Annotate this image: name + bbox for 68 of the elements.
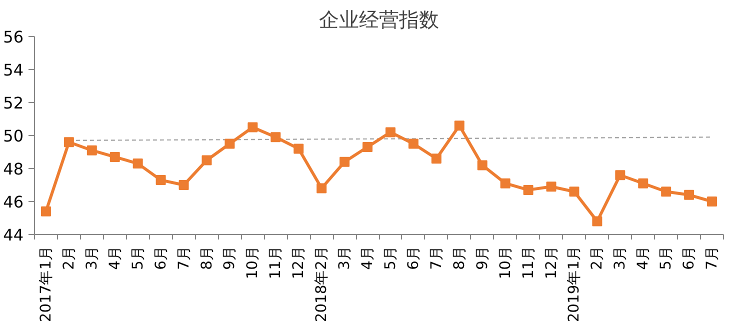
point bbox=[40, 206, 51, 216]
point bbox=[569, 186, 580, 197]
x-tick-label: 2018年2月 bbox=[313, 246, 330, 322]
point bbox=[638, 178, 648, 188]
x-tick-label: 6月 bbox=[404, 245, 422, 270]
point bbox=[294, 144, 304, 154]
x-tick-label: 5月 bbox=[129, 245, 146, 270]
x-tick-label: 2月 bbox=[588, 245, 606, 270]
x-tick-label: 9月 bbox=[221, 245, 238, 270]
x-tick-label: 5月 bbox=[382, 245, 399, 270]
point bbox=[546, 182, 556, 192]
y-tick-label: 46 bbox=[3, 192, 24, 212]
point bbox=[248, 122, 258, 132]
point bbox=[156, 175, 166, 186]
point bbox=[454, 120, 464, 131]
x-tick-label: 10月 bbox=[496, 245, 514, 280]
y-tick-label: 52 bbox=[3, 94, 24, 112]
y-tick-label: 44 bbox=[3, 226, 24, 244]
point bbox=[523, 184, 534, 195]
x-tick-label: 7月 bbox=[175, 245, 192, 270]
point bbox=[408, 138, 418, 149]
point bbox=[202, 155, 212, 166]
x-tick-label: 12月 bbox=[290, 245, 308, 280]
x-tick-label: 2017年1月 bbox=[37, 246, 54, 322]
chart-title: 企业经营指数 bbox=[319, 8, 439, 32]
point bbox=[431, 154, 442, 164]
x-tick-label: 6月 bbox=[680, 245, 698, 270]
point bbox=[707, 196, 718, 206]
point bbox=[385, 127, 396, 138]
point bbox=[64, 137, 74, 148]
x-tick-label: 12月 bbox=[542, 245, 560, 280]
x-tick-label: 11月 bbox=[267, 245, 284, 280]
point bbox=[362, 142, 373, 152]
point bbox=[270, 132, 281, 142]
x-tick-label: 2月 bbox=[60, 245, 78, 270]
point bbox=[340, 156, 350, 167]
y-tick-label: 48 bbox=[3, 160, 24, 178]
point bbox=[316, 183, 327, 194]
x-tick-label: 3月 bbox=[83, 245, 100, 270]
x-tick-label: 3月 bbox=[612, 245, 629, 270]
point bbox=[477, 160, 488, 170]
x-tick-label: 8月 bbox=[198, 245, 216, 270]
x-tick-label: 4月 bbox=[359, 245, 376, 270]
point bbox=[224, 138, 235, 149]
point bbox=[592, 216, 602, 226]
x-tick-label: 7月 bbox=[704, 245, 721, 270]
x-tick-label: 2019年1月 bbox=[566, 246, 583, 322]
x-tick-label: 7月 bbox=[428, 245, 445, 270]
x-tick-label: 11月 bbox=[520, 245, 537, 280]
y-tick-label: 54 bbox=[3, 60, 24, 80]
x-tick-label: 3月 bbox=[336, 245, 354, 270]
point bbox=[86, 145, 97, 156]
point bbox=[500, 178, 510, 188]
point bbox=[178, 180, 189, 190]
x-tick-label: 9月 bbox=[474, 245, 491, 270]
point bbox=[110, 152, 120, 162]
point bbox=[661, 186, 672, 197]
x-tick-label: 4月 bbox=[106, 245, 124, 270]
point bbox=[615, 170, 626, 180]
point bbox=[132, 158, 143, 169]
y-tick-label: 50 bbox=[3, 126, 24, 146]
x-tick-label: 10月 bbox=[244, 245, 262, 280]
x-tick-label: 4月 bbox=[634, 245, 652, 270]
x-tick-label: 8月 bbox=[450, 245, 468, 270]
point bbox=[684, 190, 694, 200]
x-tick-label: 5月 bbox=[658, 245, 675, 270]
x-tick-label: 6月 bbox=[152, 245, 170, 270]
y-tick-label: 56 bbox=[3, 28, 24, 46]
